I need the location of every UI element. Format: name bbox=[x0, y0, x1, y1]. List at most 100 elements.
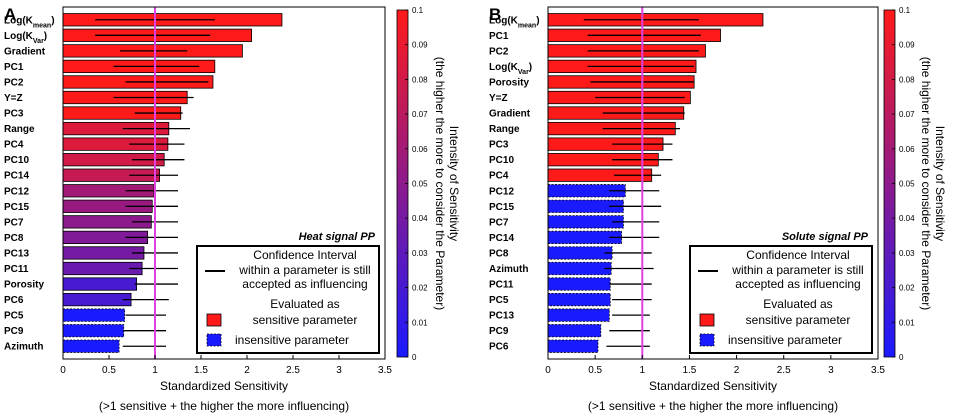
category-label: PC3 bbox=[4, 109, 24, 120]
panel-label: A bbox=[4, 5, 16, 24]
x-tick-label: 1.5 bbox=[682, 365, 696, 376]
colorbar-tick-label: 0.04 bbox=[412, 214, 428, 223]
bar bbox=[547, 339, 599, 353]
plot-frame bbox=[62, 6, 386, 360]
legend-sensitive-label: Evaluated as bbox=[270, 297, 339, 311]
category-label: PC8 bbox=[4, 233, 24, 244]
category-label: PC10 bbox=[4, 155, 29, 166]
bar bbox=[547, 308, 610, 322]
x-tick-label: 3.5 bbox=[378, 365, 392, 376]
colorbar-tick-label: 0.03 bbox=[899, 249, 915, 258]
legend-sensitive-swatch bbox=[699, 313, 715, 327]
colorbar-tick-label: 0.02 bbox=[899, 284, 915, 293]
colorbar-tick-label: 0.01 bbox=[899, 318, 915, 327]
colorbar-tick-label: 0.09 bbox=[899, 41, 915, 50]
bar bbox=[547, 261, 612, 276]
category-label: PC9 bbox=[489, 326, 509, 337]
x-axis-label: Standardized Sensitivity bbox=[160, 379, 288, 393]
colorbar-tick-label: 0.08 bbox=[412, 75, 428, 84]
bar bbox=[547, 246, 613, 260]
legend-ci-desc: within a parameter is still bbox=[731, 263, 863, 277]
legend-sensitive-label: sensitive parameter bbox=[746, 313, 851, 327]
category-label: PC14 bbox=[4, 171, 29, 182]
bar bbox=[62, 324, 125, 338]
colorbar-tick-label: 0.07 bbox=[899, 110, 915, 119]
category-label: PC8 bbox=[489, 248, 509, 259]
bar bbox=[547, 324, 602, 338]
colorbar-tick-label: 0.07 bbox=[412, 110, 428, 119]
category-label: PC15 bbox=[4, 202, 29, 213]
colorbar-tick-label: 0.08 bbox=[899, 75, 915, 84]
colorbar-tick-label: 0.03 bbox=[412, 249, 428, 258]
x-tick-label: 0.5 bbox=[102, 365, 116, 376]
colorbar-tick-label: 0.1 bbox=[899, 6, 911, 15]
bar bbox=[62, 292, 132, 307]
category-label: PC12 bbox=[489, 186, 514, 197]
colorbar-tick-label: 0.02 bbox=[412, 284, 428, 293]
legend-ci-desc: within a parameter is still bbox=[238, 263, 370, 277]
legend-insensitive-label: insensitive parameter bbox=[235, 333, 349, 347]
x-tick-label: 2 bbox=[244, 365, 250, 376]
colorbar-tick-label: 0.04 bbox=[899, 214, 915, 223]
bar bbox=[62, 277, 137, 291]
category-label: Azimuth bbox=[489, 264, 528, 275]
category-label: Porosity bbox=[489, 77, 529, 88]
category-label: Y=Z bbox=[489, 93, 508, 104]
x-axis-note: (>1 sensitive + the higher the more infl… bbox=[588, 399, 838, 413]
legend-insensitive-label: insensitive parameter bbox=[728, 333, 842, 347]
bar bbox=[62, 246, 145, 260]
x-tick-label: 1 bbox=[640, 365, 646, 376]
category-label: PC15 bbox=[489, 202, 514, 213]
bar bbox=[62, 339, 120, 353]
category-label: PC2 bbox=[4, 77, 24, 88]
category-label: Range bbox=[489, 124, 520, 135]
category-label: Y=Z bbox=[4, 93, 23, 104]
colorbar-tick-label: 0.05 bbox=[412, 180, 428, 189]
x-tick-label: 2.5 bbox=[777, 365, 791, 376]
category-label: PC13 bbox=[4, 248, 29, 259]
category-label: PC5 bbox=[4, 311, 24, 322]
bar bbox=[547, 292, 611, 307]
legend-insensitive-swatch bbox=[699, 333, 715, 347]
category-label: PC11 bbox=[4, 264, 29, 275]
category-label: Log(KVar) bbox=[489, 62, 532, 76]
x-tick-label: 3 bbox=[336, 365, 342, 376]
bar bbox=[62, 308, 126, 322]
colorbar-label: Intensity of Sensitivity bbox=[933, 126, 947, 241]
legend-ci-desc: accepted as influencing bbox=[735, 277, 860, 291]
legend-insensitive-swatch bbox=[206, 333, 222, 347]
category-label: PC13 bbox=[489, 311, 514, 322]
category-label: PC6 bbox=[489, 342, 509, 353]
category-label: Gradient bbox=[4, 46, 46, 57]
legend-ci-desc: accepted as influencing bbox=[242, 277, 367, 291]
x-tick-label: 2 bbox=[734, 365, 740, 376]
category-label: Log(Kmean) bbox=[4, 15, 55, 29]
legend-sensitive-label: sensitive parameter bbox=[253, 313, 358, 327]
category-label: PC7 bbox=[489, 217, 509, 228]
colorbar-tick-label: 0 bbox=[899, 353, 904, 362]
category-label: PC4 bbox=[489, 171, 509, 182]
colorbar-label-note: (the higher the more to consider the Par… bbox=[919, 57, 933, 310]
legend-ci-title: Confidence Interval bbox=[746, 248, 849, 262]
legend-sensitive-label: Evaluated as bbox=[763, 297, 832, 311]
category-label: PC12 bbox=[4, 186, 29, 197]
category-label: PC2 bbox=[489, 46, 509, 57]
x-tick-label: 2.5 bbox=[286, 365, 300, 376]
colorbar-label: Intensity of Sensitivity bbox=[447, 126, 461, 241]
colorbar-tick-label: 0 bbox=[412, 353, 417, 362]
category-label: PC6 bbox=[4, 295, 24, 306]
x-tick-label: 1.5 bbox=[194, 365, 208, 376]
category-label: PC7 bbox=[4, 217, 24, 228]
x-tick-label: 3 bbox=[828, 365, 834, 376]
category-label: PC1 bbox=[4, 62, 24, 73]
category-label: PC5 bbox=[489, 295, 509, 306]
colorbar-tick-label: 0.01 bbox=[412, 318, 428, 327]
category-label: PC9 bbox=[4, 326, 24, 337]
legend-sensitive-swatch bbox=[206, 313, 222, 327]
colorbar-tick-label: 0.05 bbox=[899, 180, 915, 189]
category-label: Log(Kmean) bbox=[489, 15, 540, 29]
x-axis-label: Standardized Sensitivity bbox=[649, 379, 777, 393]
category-label: Log(KVar) bbox=[4, 31, 47, 45]
